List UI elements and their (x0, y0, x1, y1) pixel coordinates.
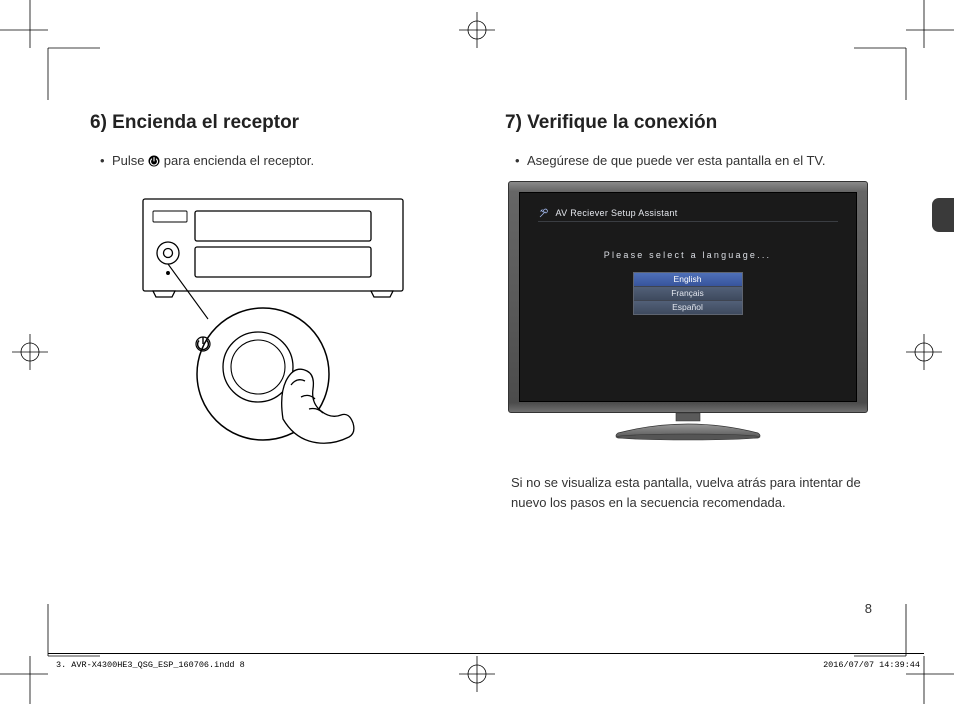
tv-illustration: AV Reciever Setup Assistant Please selec… (505, 181, 870, 441)
footer-right: 2016/07/07 14:39:44 (823, 660, 920, 670)
section-7-bullet: Asegúrese de que puede ver esta pantalla… (517, 152, 870, 171)
language-option-espanol[interactable]: Español (634, 300, 742, 314)
section-6-heading: 6) Encienda el receptor (90, 112, 455, 134)
section-7: 7) Verifique la conexión Asegúrese de qu… (505, 112, 870, 513)
section-7-heading: 7) Verifique la conexión (505, 112, 870, 134)
setup-assistant-title: AV Reciever Setup Assistant (538, 207, 838, 219)
footer-left: 3. AVR-X4300HE3_QSG_ESP_160706.indd 8 (56, 660, 245, 670)
tools-icon (538, 207, 550, 219)
page-thumb-tab (932, 198, 954, 232)
language-option-francais[interactable]: Français (634, 286, 742, 300)
tv-stand (508, 413, 868, 441)
section-6-bullet: Pulse para encienda el receptor. (102, 152, 455, 171)
footer: 3. AVR-X4300HE3_QSG_ESP_160706.indd 8 20… (56, 660, 920, 670)
section-6: 6) Encienda el receptor Pulse para encie… (90, 112, 455, 513)
footer-rule (48, 653, 924, 654)
power-icon (148, 155, 160, 167)
language-option-english[interactable]: English (634, 273, 742, 286)
receiver-illustration (90, 189, 455, 454)
section-7-note: Si no se visualiza esta pantalla, vuelva… (505, 473, 870, 513)
language-prompt: Please select a language... (538, 250, 838, 260)
language-list: English Français Español (633, 272, 743, 315)
page-number: 8 (865, 601, 872, 616)
